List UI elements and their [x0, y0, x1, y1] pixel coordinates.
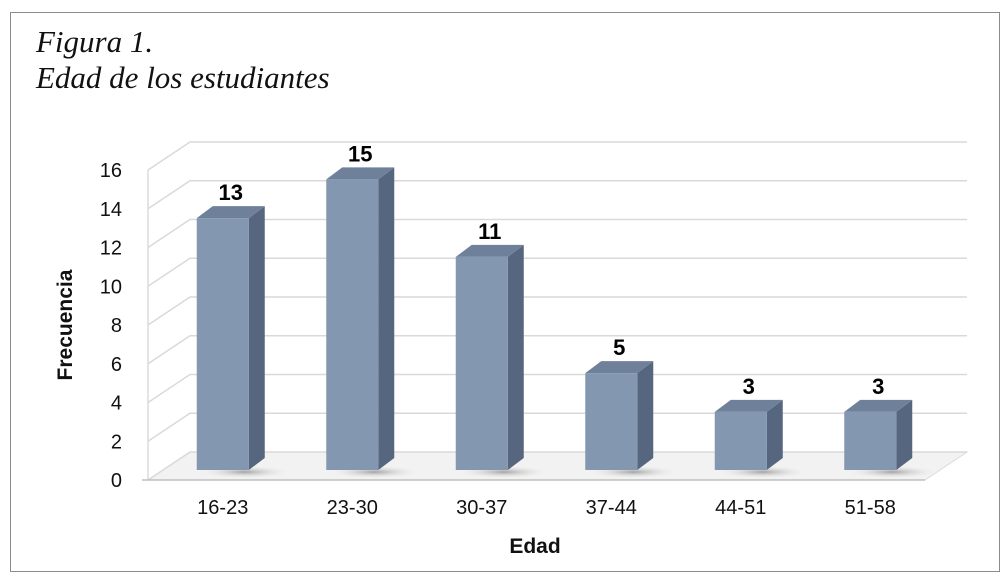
chart-bars — [194, 167, 943, 479]
y-axis-title: Frecuencia — [54, 269, 77, 380]
bar — [326, 179, 379, 470]
y-tick-label: 6 — [111, 354, 122, 376]
figure-title: Edad de los estudiantes — [36, 60, 330, 95]
bar-side — [766, 399, 783, 470]
bar-value-label: 13 — [219, 180, 243, 205]
y-tick-label: 8 — [111, 315, 122, 337]
bar-value-label: 3 — [743, 374, 755, 399]
chart-labels: 0 2 4 6 8 10 12 14 16 13 16-23 15 23-30 11 30-37 5 37-44… — [54, 141, 896, 558]
y-tick-label: 2 — [111, 431, 122, 453]
bar-value-label: 3 — [872, 374, 884, 399]
bar-side — [637, 361, 654, 470]
bar-value-label: 11 — [478, 219, 501, 244]
y-tick-label: 10 — [100, 276, 122, 298]
figure-number: Figura 1. — [36, 24, 154, 59]
gridline — [147, 296, 967, 326]
x-tick-label: 16-23 — [197, 497, 248, 519]
bar-value-label: 5 — [613, 335, 625, 360]
bar-side — [896, 399, 913, 470]
x-tick-label: 30-37 — [456, 497, 507, 519]
bar-side — [378, 167, 395, 470]
bar-top — [196, 206, 265, 219]
x-tick-label: 44-51 — [715, 497, 766, 519]
x-tick-label: 51-58 — [845, 497, 896, 519]
gridline — [147, 412, 967, 442]
bar-side — [507, 244, 524, 470]
bar — [844, 411, 897, 470]
bar — [714, 411, 767, 470]
bar — [455, 256, 508, 470]
figure-caption: Figura 1. Edad de los estudiantes — [36, 24, 330, 96]
gridline — [147, 257, 967, 287]
chart-gridlines — [142, 141, 969, 481]
y-tick-label: 0 — [111, 470, 122, 492]
gridline — [147, 141, 967, 171]
gridline — [147, 373, 967, 404]
x-axis-title: Edad — [509, 535, 560, 558]
gridline — [147, 451, 967, 481]
bar — [585, 373, 638, 470]
bar-top — [844, 399, 913, 412]
bar-top — [455, 244, 524, 257]
y-tick-label: 12 — [100, 238, 122, 260]
bar — [196, 218, 249, 470]
gridline — [147, 335, 967, 365]
bar-value-label: 15 — [348, 141, 372, 166]
bar-top — [714, 399, 783, 412]
gridline — [147, 180, 967, 210]
x-tick-label: 37-44 — [586, 497, 637, 519]
bar-side — [248, 206, 265, 470]
y-tick-label: 14 — [100, 199, 122, 221]
gridline — [147, 218, 967, 249]
y-tick-label: 16 — [100, 160, 122, 182]
x-tick-label: 23-30 — [327, 497, 378, 519]
bar-top — [326, 167, 395, 180]
y-tick-label: 4 — [111, 393, 122, 415]
bar-top — [585, 361, 654, 374]
